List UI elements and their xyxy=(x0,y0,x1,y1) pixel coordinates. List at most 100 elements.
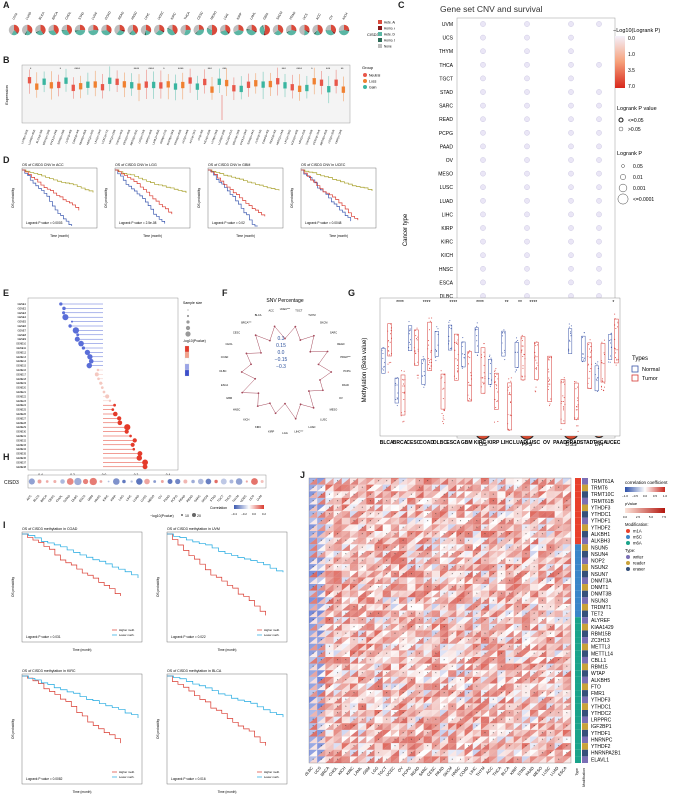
heat-star: * xyxy=(394,745,396,749)
heat-cell-p xyxy=(358,676,367,684)
type-cell xyxy=(582,736,588,744)
heat-star: * xyxy=(378,705,380,709)
heat-star: * xyxy=(517,572,519,576)
heat-cell-p xyxy=(448,703,457,710)
heat-cell xyxy=(309,511,318,518)
heat-star: * xyxy=(501,533,503,537)
heat-cell-p xyxy=(440,676,449,684)
tumor-point xyxy=(443,419,445,421)
normal-point xyxy=(383,366,385,368)
heat-cell-p xyxy=(431,663,440,671)
heat-cell-p xyxy=(309,478,318,485)
heat-cell xyxy=(366,683,375,691)
radar-axis-label: PRAD*** xyxy=(340,355,350,359)
heat-cell-p xyxy=(431,749,440,757)
heat-cell-p xyxy=(497,723,506,730)
heat-cell xyxy=(415,570,424,578)
heat-star: * xyxy=(493,566,495,570)
heat-star: * xyxy=(378,586,380,590)
heat-star: * xyxy=(493,738,495,742)
heat-cell xyxy=(431,630,440,638)
heat-cell xyxy=(333,676,342,684)
normal-point xyxy=(409,343,411,345)
heat-cell xyxy=(431,743,440,750)
heat-cell-p xyxy=(431,676,440,684)
dot xyxy=(191,479,195,484)
heat-cell xyxy=(374,630,383,638)
legend-dot xyxy=(618,126,624,132)
heat-cell xyxy=(513,550,522,558)
heat-cell-p xyxy=(407,623,416,631)
heat-cell xyxy=(505,597,514,604)
heat-cell-p xyxy=(382,603,391,611)
heat-star: * xyxy=(411,731,413,735)
heat-cell-p xyxy=(562,690,571,697)
heat-cell xyxy=(325,531,334,538)
heat-cell-p xyxy=(317,597,326,604)
radar-point xyxy=(317,363,320,366)
heat-cell-p xyxy=(309,603,318,611)
heat-cell xyxy=(448,637,457,644)
pie-slice xyxy=(325,24,331,31)
heat-cell xyxy=(489,690,498,697)
heat-cell-p xyxy=(521,656,531,664)
heat-cell xyxy=(399,570,408,578)
bubble xyxy=(596,143,602,150)
heat-star: * xyxy=(411,506,413,510)
heat-cell xyxy=(513,557,522,565)
heat-cell-p xyxy=(390,524,400,532)
tumor-point xyxy=(521,375,523,377)
heat-cell-p xyxy=(325,723,334,730)
type-cell xyxy=(582,531,588,538)
normal-point xyxy=(463,357,465,359)
heat-cell-p xyxy=(472,603,481,611)
tumor-point xyxy=(413,347,415,349)
tumor-point xyxy=(428,359,430,361)
heat-cell xyxy=(530,676,539,684)
heat-star: * xyxy=(460,738,462,742)
normal-point xyxy=(435,350,437,352)
type-cell xyxy=(582,749,588,757)
heat-cell xyxy=(415,590,424,598)
heat-star: * xyxy=(411,493,413,497)
heat-cell xyxy=(309,729,318,737)
heat-star: * xyxy=(558,711,560,715)
tumor-point xyxy=(601,380,603,382)
heat-cell xyxy=(325,610,334,618)
heat-cell-p xyxy=(489,491,498,498)
heat-cell xyxy=(440,537,449,545)
heat-cell xyxy=(431,663,440,671)
heat-star: * xyxy=(501,711,503,715)
heat-cell xyxy=(407,723,416,730)
normal-point xyxy=(504,351,506,353)
heat-star: * xyxy=(362,579,364,583)
heat-cell xyxy=(464,683,473,691)
tumor-point xyxy=(468,400,470,402)
heat-cell-p xyxy=(456,524,465,532)
heat-cell-p xyxy=(358,584,367,591)
heat-cell-p xyxy=(472,564,481,571)
heat-star: * xyxy=(394,513,396,517)
pie-slice xyxy=(36,30,44,36)
tumor-point xyxy=(484,378,486,380)
heat-cell xyxy=(431,617,440,624)
heat-cell xyxy=(530,610,539,618)
heat-cell xyxy=(464,716,473,724)
heat-cell-p xyxy=(349,670,359,677)
heat-cell xyxy=(341,663,350,671)
type-cell xyxy=(582,650,588,657)
tumor-point xyxy=(548,405,550,407)
heat-cell-p xyxy=(399,597,408,604)
heat-cell xyxy=(309,531,318,538)
heat-cell-p xyxy=(407,511,416,518)
tumor-point xyxy=(537,364,539,366)
heat-cell xyxy=(341,557,350,565)
heat-star: * xyxy=(345,539,347,543)
heat-cell xyxy=(562,584,571,591)
heat-cell xyxy=(349,650,359,657)
heat-star: * xyxy=(534,745,536,749)
bubble xyxy=(480,252,486,258)
heat-star: * xyxy=(525,592,527,596)
heat-cell-p xyxy=(358,544,367,551)
heat-cell xyxy=(333,524,342,532)
